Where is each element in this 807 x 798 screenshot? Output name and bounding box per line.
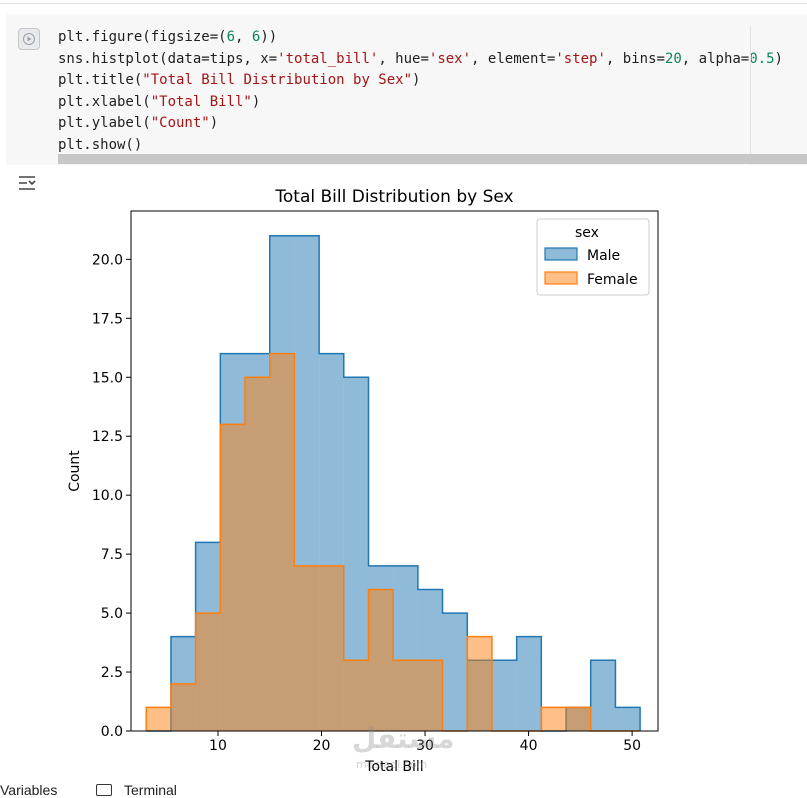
bar-male-19 <box>615 707 641 731</box>
bar-female-11 <box>417 660 443 731</box>
play-icon <box>23 33 35 45</box>
code-token: "Count" <box>150 115 210 131</box>
code-token: 0.5 <box>749 50 775 67</box>
code-token: plt.ylabel( <box>58 115 151 131</box>
y-tick-label: 15.0 <box>92 370 123 386</box>
bar-female-1 <box>170 683 196 731</box>
x-tick-label: 30 <box>416 738 434 754</box>
chart-title: Total Bill Distribution by Sex <box>274 187 513 207</box>
bar-female-7 <box>319 565 344 731</box>
code-token: , alpha= <box>681 50 750 67</box>
code-line: plt.show() <box>58 135 783 157</box>
code-token: 6 <box>251 29 261 45</box>
terminal-tab[interactable]: Terminal <box>124 782 177 798</box>
bar-female-0 <box>146 707 171 731</box>
bar-female-5 <box>269 353 295 731</box>
code-token: , hue= <box>378 50 429 67</box>
horizontal-scrollbar[interactable] <box>58 154 807 164</box>
bar-female-13 <box>467 636 492 731</box>
code-token: 'total_bill' <box>277 50 379 67</box>
y-tick-label: 10.0 <box>92 488 123 504</box>
legend-swatch-male <box>544 247 578 261</box>
y-axis-label: Count <box>67 450 83 492</box>
code-cell[interactable]: plt.figure(figsize=(6, 6)) sns.histplot(d… <box>6 14 807 165</box>
watermark-logo: مستقل <box>352 722 455 755</box>
bar-female-4 <box>244 377 270 731</box>
code-line: sns.histplot(data=tips, x='total_bill', … <box>58 49 783 71</box>
step-line-female <box>145 352 641 732</box>
series-female <box>145 352 641 732</box>
bar-female-10 <box>393 660 418 731</box>
cell-toolbar-divider <box>750 26 751 165</box>
bar-female-6 <box>294 565 320 731</box>
variables-tab[interactable]: Variables <box>0 782 58 798</box>
code-token: 20 <box>664 50 682 67</box>
code-token: , bins= <box>605 50 665 67</box>
code-editor[interactable]: plt.figure(figsize=(6, 6)) sns.histplot(d… <box>58 27 783 156</box>
bar-female-16 <box>541 707 567 731</box>
code-line: plt.ylabel("Count") <box>58 113 783 135</box>
y-tick-label: 5.0 <box>101 606 123 622</box>
y-tick-label: 20.0 <box>92 252 123 268</box>
x-axis-label: Total Bill <box>364 759 423 775</box>
code-token: , <box>235 29 252 45</box>
code-token: plt.show() <box>58 136 143 153</box>
code-token: plt.figure(figsize=( <box>58 29 227 45</box>
code-token: 'step' <box>555 50 606 67</box>
output-toggle-button[interactable] <box>16 172 38 194</box>
legend-label-female: Female <box>587 272 638 288</box>
y-tick-label: 12.5 <box>92 429 123 445</box>
code-token: )) <box>260 29 278 45</box>
bar-male-14 <box>491 660 517 731</box>
y-tick-label: 7.5 <box>101 547 123 563</box>
bar-male-15 <box>516 636 542 731</box>
y-tick-label: 2.5 <box>101 665 123 681</box>
bar-female-17 <box>566 707 591 731</box>
x-tick-label: 20 <box>313 738 331 754</box>
code-line: plt.title("Total Bill Distribution by Se… <box>58 70 783 92</box>
run-cell-button[interactable] <box>18 28 40 50</box>
top-divider <box>0 3 807 4</box>
code-token: ) <box>251 93 261 110</box>
output-collapse-icon <box>19 176 36 190</box>
code-token: 'sex' <box>428 50 472 67</box>
histogram-chart: Total Bill Distribution by Sex 10 20 30 40 50… <box>67 187 659 775</box>
bar-male-18 <box>590 660 616 731</box>
bar-female-8 <box>343 660 369 731</box>
code-token: "Total Bill Distribution by Sex" <box>142 72 413 88</box>
x-tick-label: 10 <box>209 738 227 754</box>
code-token: ) <box>774 50 783 67</box>
code-token: sns.histplot(data=tips, x= <box>58 50 278 67</box>
bar-female-2 <box>195 613 221 731</box>
code-token: plt.xlabel( <box>58 93 151 110</box>
legend-label-male: Male <box>587 248 620 264</box>
code-token: ) <box>209 115 219 131</box>
x-tick-label: 50 <box>623 738 641 754</box>
code-token: 6 <box>226 29 236 45</box>
watermark-url: mostaql.com <box>356 758 428 771</box>
code-token: "Total Bill" <box>150 93 252 110</box>
legend-swatch-female <box>544 271 578 285</box>
legend-title: sex <box>575 225 599 241</box>
code-line: plt.figure(figsize=(6, 6)) <box>58 27 783 49</box>
bar-female-3 <box>220 424 245 731</box>
y-tick-label: 17.5 <box>92 311 123 327</box>
bottom-status-bar: Variables Terminal <box>0 776 807 798</box>
bar-female-9 <box>368 589 394 731</box>
code-token: , element= <box>471 50 556 67</box>
code-token: plt.title( <box>58 72 143 88</box>
y-tick-label: 0.0 <box>101 724 123 740</box>
plot-frame <box>130 210 659 732</box>
code-token: ) <box>412 72 421 88</box>
code-line: plt.xlabel("Total Bill") <box>58 92 783 114</box>
terminal-icon <box>96 784 112 796</box>
x-tick-label: 40 <box>520 738 538 754</box>
bar-male-12 <box>442 613 468 731</box>
